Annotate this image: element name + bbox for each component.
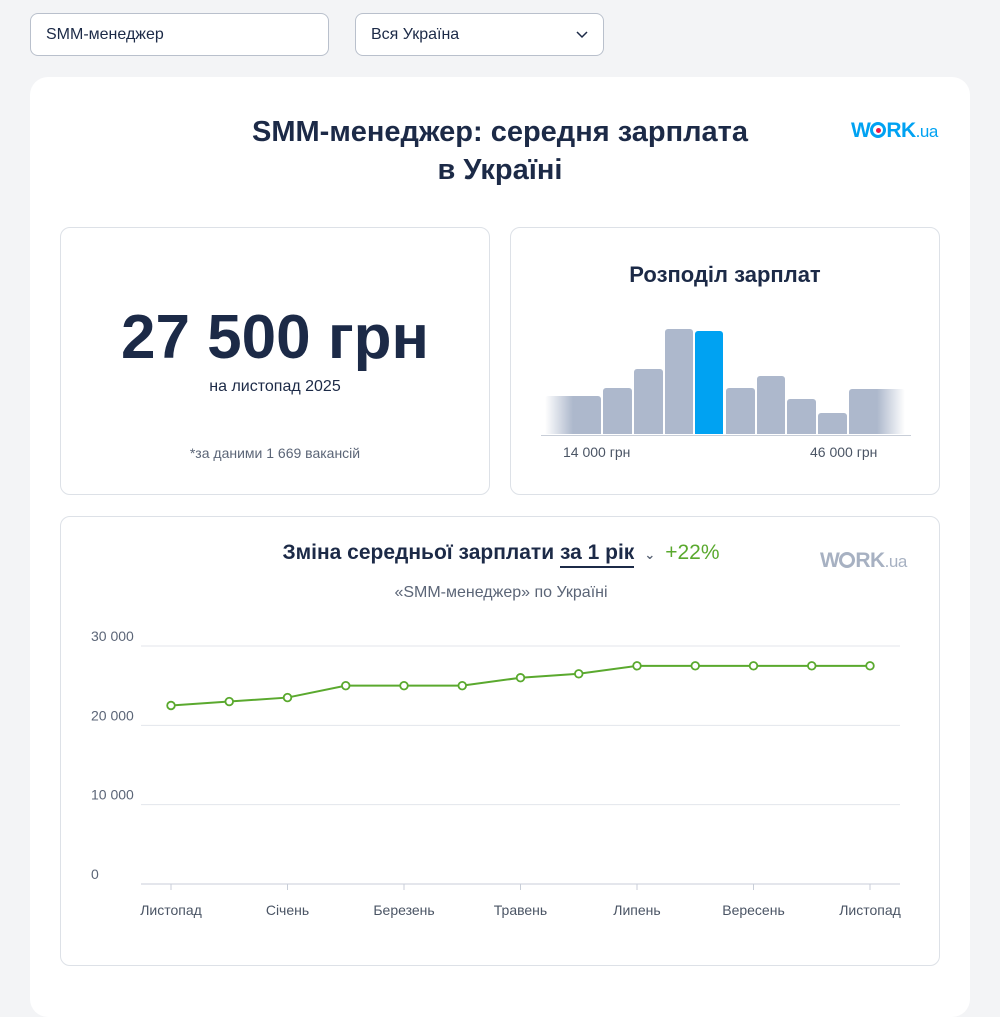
data-point [807,661,817,671]
page-title: SMM-менеджер: середня зарплата в Україні [252,116,748,186]
distribution-axis [541,435,911,436]
data-point [515,673,526,683]
y-tick-label: 30 000 [91,628,134,644]
search-input-value: SMM-менеджер [46,25,164,43]
x-tick-label: Січень [266,902,309,918]
data-point [690,661,700,671]
distribution-bar [695,331,723,434]
distribution-bar [818,413,847,434]
distribution-bar [545,396,601,434]
average-salary: 27 500 грн [120,303,429,372]
data-point [399,680,409,691]
distribution-title: Розподіл зарплат [629,262,821,287]
search-input[interactable]: SMM-менеджер [30,13,329,56]
region-select-value: Вся Україна [371,25,460,43]
data-point [632,661,642,671]
salary-card: SMM-менеджер: середня зарплата в Україні … [30,77,970,1017]
data-point [457,680,467,691]
chevron-down-icon[interactable]: ⌄ [644,547,656,562]
distribution-bar [849,388,905,434]
salary-line-chart: 0 10 000 20 000 30 000 Листопад Січень Березен… [91,628,901,918]
distribution-bar [726,387,755,434]
region-select[interactable]: Вся Україна [355,13,604,56]
x-tick-label: Листопад [140,902,202,918]
data-point [574,669,584,679]
worka-logo: W RK.ua [851,119,938,142]
distribution-bar [634,368,663,434]
x-tick-label: Вересень [722,902,785,918]
distribution-min-label: 14 000 грн [563,444,631,460]
chevron-down-icon [576,30,588,38]
x-tick-label: Листопад [839,902,901,918]
distribution-bar [787,399,816,434]
salary-line [170,664,870,707]
x-tick-label: Липень [613,902,660,918]
x-tick-label: Травень [494,902,547,918]
salary-period: на листопад 2025 [209,378,341,395]
distribution-bar [757,376,785,434]
x-tick-label: Березень [373,902,434,918]
period-select[interactable]: за 1 рік [559,541,635,568]
data-point [224,696,234,707]
data-point [748,661,759,671]
trend-title: Зміна середньої зарплати за 1 рік ⌄ +22% [61,541,941,568]
distribution-bar [665,329,693,434]
distribution-max-label: 46 000 грн [810,444,878,460]
y-tick-label: 0 [91,866,99,882]
data-point [865,661,875,671]
worka-logo-gray: W RK.ua [820,549,907,572]
data-point [341,680,351,691]
y-tick-label: 20 000 [91,707,134,723]
data-point [282,692,293,703]
trend-subtitle: «SMM-менеджер» по Україні [394,584,608,601]
data-point [166,700,176,711]
trend-box: Зміна середньої зарплати за 1 рік ⌄ +22% W… [60,516,940,966]
vacancy-count-note: *за даними 1 669 вакансій [189,445,361,461]
y-tick-label: 10 000 [91,787,134,803]
distribution-box: Розподіл зарплат 14 000 грн 46 000 грн [510,227,940,495]
distribution-bar [603,387,632,434]
average-salary-box: 27 500 грн на листопад 2025 *за даними 1… [60,227,490,495]
trend-change: +22% [665,541,720,564]
